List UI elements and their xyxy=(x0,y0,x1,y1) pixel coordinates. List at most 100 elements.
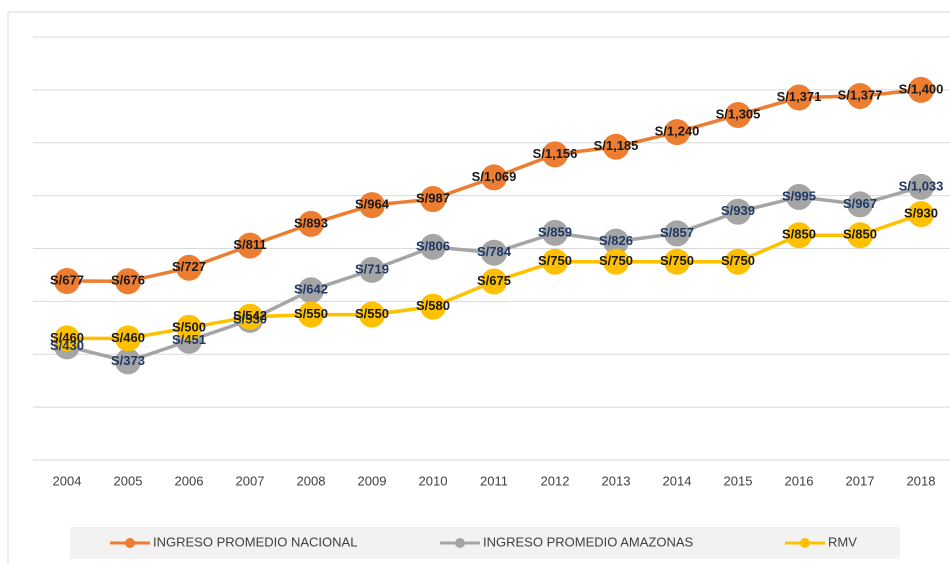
data-label: S/675 xyxy=(477,273,511,288)
data-label: S/1,033 xyxy=(899,178,944,193)
marker xyxy=(359,301,385,328)
data-label: S/460 xyxy=(111,330,145,345)
marker xyxy=(786,222,812,249)
marker xyxy=(725,101,751,128)
marker xyxy=(176,314,202,341)
marker xyxy=(603,248,629,275)
marker xyxy=(54,268,80,295)
data-label: S/750 xyxy=(721,253,755,268)
legend-label: RMV xyxy=(828,534,857,549)
data-label: S/676 xyxy=(111,273,145,288)
legend-label: INGRESO PROMEDIO NACIONAL xyxy=(153,534,357,549)
marker xyxy=(481,164,507,191)
marker xyxy=(908,76,934,103)
x-tick-label: 2006 xyxy=(175,473,204,488)
data-label: S/677 xyxy=(50,272,84,287)
data-label: S/995 xyxy=(782,188,816,203)
marker xyxy=(298,277,324,304)
data-label: S/550 xyxy=(294,306,328,321)
x-tick-label: 2014 xyxy=(663,473,692,488)
data-label: S/542 xyxy=(233,308,267,323)
marker xyxy=(420,186,446,213)
data-label: S/642 xyxy=(294,282,328,297)
data-label: S/1,400 xyxy=(899,81,944,96)
data-label: S/1,371 xyxy=(777,89,822,104)
x-tick-label: 2011 xyxy=(480,473,508,488)
data-label: S/530 xyxy=(233,311,267,326)
marker xyxy=(481,239,507,266)
marker xyxy=(603,133,629,160)
marker xyxy=(359,192,385,219)
marker xyxy=(664,220,690,247)
marker xyxy=(664,248,690,275)
marker xyxy=(664,119,690,146)
data-label: S/1,377 xyxy=(838,87,883,102)
data-label: S/930 xyxy=(904,206,938,221)
marker xyxy=(115,325,141,352)
data-label: S/750 xyxy=(538,253,572,268)
data-label: S/373 xyxy=(111,353,145,368)
marker xyxy=(542,248,568,275)
x-tick-label: 2009 xyxy=(358,473,387,488)
data-label: S/430 xyxy=(50,338,84,353)
x-tick-label: 2013 xyxy=(602,473,631,488)
marker xyxy=(603,228,629,255)
data-label: S/1,240 xyxy=(655,124,700,139)
data-label: S/939 xyxy=(721,203,755,218)
marker xyxy=(847,222,873,249)
marker xyxy=(847,191,873,218)
marker xyxy=(725,248,751,275)
x-tick-label: 2004 xyxy=(53,473,82,488)
marker xyxy=(908,201,934,228)
data-label: S/750 xyxy=(660,253,694,268)
data-label: S/1,305 xyxy=(716,106,761,121)
x-tick-label: 2015 xyxy=(724,473,753,488)
data-label: S/967 xyxy=(843,196,877,211)
marker xyxy=(420,233,446,260)
legend-box xyxy=(70,527,900,559)
legend-marker xyxy=(455,538,465,548)
data-label: S/500 xyxy=(172,319,206,334)
x-tick-label: 2016 xyxy=(785,473,814,488)
data-label: S/750 xyxy=(599,253,633,268)
marker xyxy=(298,301,324,328)
marker xyxy=(481,268,507,295)
data-label: S/451 xyxy=(172,332,206,347)
x-tick-label: 2017 xyxy=(846,473,875,488)
data-label: S/850 xyxy=(843,227,877,242)
marker xyxy=(54,325,80,352)
x-tick-label: 2008 xyxy=(297,473,326,488)
data-label: S/850 xyxy=(782,227,816,242)
marker xyxy=(115,268,141,295)
data-label: S/964 xyxy=(355,197,390,212)
data-label: S/857 xyxy=(660,225,694,240)
x-tick-label: 2010 xyxy=(419,473,448,488)
marker xyxy=(359,256,385,283)
marker xyxy=(908,173,934,200)
data-label: S/784 xyxy=(477,244,512,259)
data-label: S/1,156 xyxy=(533,146,578,161)
data-label: S/859 xyxy=(538,224,572,239)
data-label: S/987 xyxy=(416,190,450,205)
data-label: S/580 xyxy=(416,298,450,313)
x-tick-label: 2007 xyxy=(236,473,265,488)
marker xyxy=(786,84,812,111)
data-label: S/811 xyxy=(233,237,266,252)
legend-label: INGRESO PROMEDIO AMAZONAS xyxy=(483,534,694,549)
marker xyxy=(298,210,324,237)
marker xyxy=(176,254,202,281)
legend-marker xyxy=(125,538,135,548)
marker xyxy=(725,198,751,225)
marker xyxy=(420,293,446,320)
data-label: S/806 xyxy=(416,238,450,253)
marker xyxy=(847,82,873,109)
marker xyxy=(115,348,141,375)
data-label: S/1,069 xyxy=(472,169,517,184)
data-label: S/727 xyxy=(172,259,206,274)
data-label: S/893 xyxy=(294,215,328,230)
marker xyxy=(237,303,263,330)
legend-marker xyxy=(800,538,810,548)
data-label: S/719 xyxy=(355,261,389,276)
x-tick-label: 2018 xyxy=(907,473,936,488)
